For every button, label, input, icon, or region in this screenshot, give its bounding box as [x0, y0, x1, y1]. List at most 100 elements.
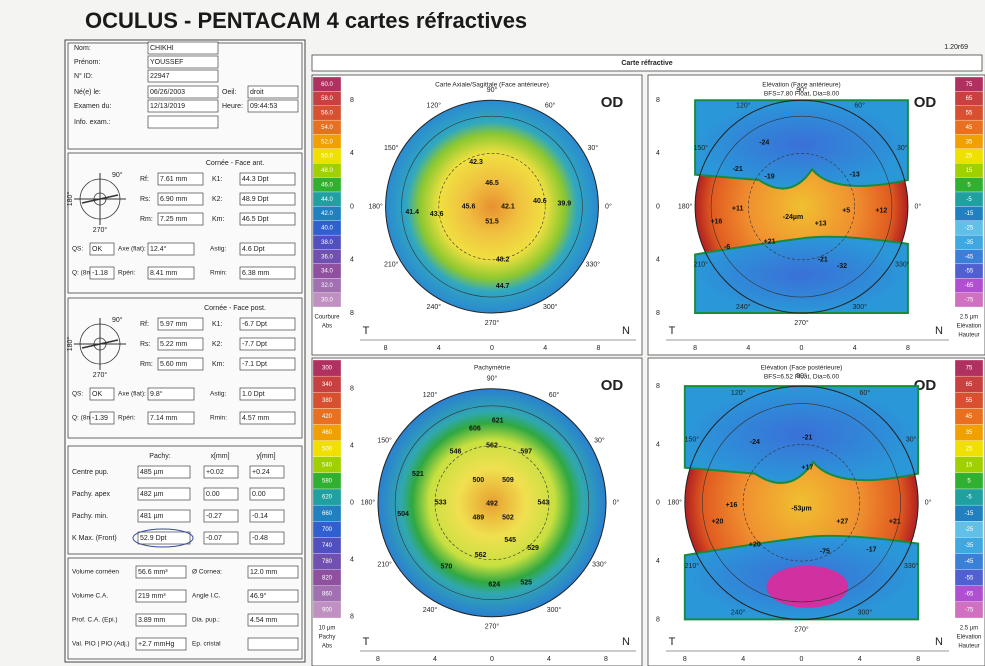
map-value: 545	[504, 537, 516, 544]
map-value: +13	[815, 220, 827, 227]
value: 8.41 mm	[150, 270, 177, 277]
angle-label: 270°	[794, 625, 809, 633]
y-tick-label: 8	[656, 310, 660, 317]
value-box	[147, 41, 219, 55]
value: +0.02	[206, 469, 224, 476]
nasal-label: N	[935, 325, 943, 337]
map-value: +5	[842, 208, 850, 215]
field-label: Nom:	[74, 45, 91, 52]
map-value: 42.1	[501, 203, 515, 210]
value-box	[203, 531, 239, 545]
scale-footer: 10 µm	[319, 626, 336, 632]
field-label: K2:	[212, 341, 223, 348]
axis-line	[81, 339, 119, 349]
value-box	[89, 387, 115, 401]
diagram-label: 270°	[93, 226, 108, 234]
x-tick-label: 8	[683, 656, 687, 663]
angle-label: 150°	[384, 144, 399, 152]
scale-label: 660	[322, 511, 333, 517]
scale-label: -25	[965, 226, 974, 232]
field-label: Né(e) le:	[74, 89, 101, 96]
value-box	[135, 565, 187, 579]
value-box	[203, 509, 239, 523]
y-tick-label: 0	[656, 500, 660, 507]
y-tick-label: 4	[350, 150, 354, 157]
angle-label: 90°	[796, 372, 807, 380]
angle-label: 270°	[794, 319, 809, 327]
value-box	[247, 613, 299, 627]
ring	[684, 385, 919, 620]
scale-label: 5	[967, 182, 971, 188]
map-value: 44.7	[496, 283, 510, 290]
map-value: -21	[802, 434, 812, 441]
value-box	[203, 487, 239, 501]
row-label: K Max. (Front)	[72, 535, 117, 542]
x-tick-label: 4	[746, 345, 750, 352]
map-value: 533	[435, 500, 447, 507]
angle-label: 0°	[925, 499, 932, 507]
scale-label: -55	[965, 269, 974, 275]
scale-label: -55	[965, 575, 974, 581]
y-tick-label: 0	[350, 500, 354, 507]
scale-label: 15	[966, 168, 973, 174]
map-title: Elévation (Face antérieure)	[762, 82, 840, 89]
scale-label: 25	[966, 154, 973, 160]
diagram-label: 180°	[66, 192, 74, 207]
angle-label: 210°	[377, 561, 392, 569]
field-label: K1:	[212, 176, 223, 183]
map-value: 46.5	[485, 180, 499, 187]
angle-label: 300°	[547, 606, 562, 614]
value: 0.00	[206, 491, 220, 498]
value: -6.7 Dpt	[242, 321, 267, 328]
map-value: +21	[764, 239, 776, 246]
scale-label: 32.0	[321, 283, 333, 289]
value-box	[239, 317, 296, 331]
scale-label: 52.0	[321, 139, 333, 145]
angle-label: 180°	[361, 499, 376, 507]
scale-label: 45	[966, 125, 973, 131]
nasal-label: N	[622, 636, 630, 648]
scale-label: 60.0	[321, 82, 333, 88]
scale-label: 900	[322, 608, 333, 614]
value-box	[89, 242, 115, 256]
field-label: Volume cornéen	[72, 569, 119, 576]
y-tick-label: 8	[656, 616, 660, 623]
field-label: Axe (flat):	[118, 246, 146, 253]
map-value: -24	[750, 439, 760, 446]
angle-label: 330°	[592, 561, 607, 569]
scale-label: 36.0	[321, 254, 333, 260]
x-tick-label: 8	[596, 345, 600, 352]
x-tick-label: 4	[433, 656, 437, 663]
y-tick-label: 4	[350, 443, 354, 450]
ring	[747, 153, 855, 261]
scale-label: -35	[965, 240, 974, 246]
y-tick-label: 8	[656, 97, 660, 104]
value: 4.57 mm	[242, 415, 269, 422]
field-label: Rpéri:	[118, 270, 136, 277]
scale-footer: Courbure	[314, 315, 340, 321]
panel-header	[311, 54, 983, 72]
map-value: -19	[765, 174, 775, 181]
value: -7.7 Dpt	[242, 341, 267, 348]
field-label: Rmin:	[210, 270, 227, 277]
map-value: 521	[412, 471, 424, 478]
map-value: 509	[502, 477, 514, 484]
x-tick-label: 8	[693, 345, 697, 352]
y-tick-label: 4	[656, 558, 660, 565]
field-label: Val. PIO | PIO (Adj.)	[72, 641, 130, 648]
scale-label: 380	[322, 398, 333, 404]
angle-label: 270°	[485, 319, 500, 327]
color-map	[385, 100, 599, 313]
map-value: 570	[441, 563, 453, 570]
ring	[702, 403, 901, 603]
y-tick-label: 8	[350, 97, 354, 104]
ring	[742, 444, 861, 562]
map-value: 45.6	[462, 203, 476, 210]
value: YOUSSEF	[150, 59, 183, 66]
value: 12.4°	[150, 245, 167, 253]
value: 12/13/2019	[150, 103, 185, 110]
value: CHIKHI	[150, 45, 174, 52]
field-label: Rs:	[140, 196, 151, 203]
x-tick-label: 4	[547, 656, 551, 663]
value-box	[135, 589, 187, 603]
